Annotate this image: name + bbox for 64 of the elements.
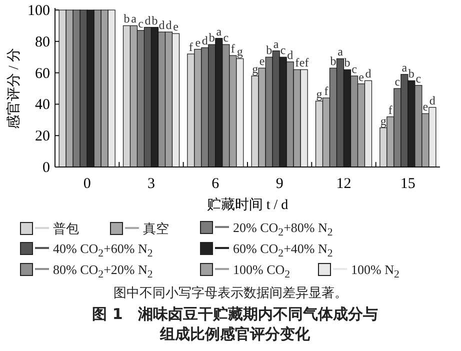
x-axis-title: 贮藏时间 t / d [206,197,288,213]
data-label: c [280,43,286,58]
data-label: g [252,62,258,76]
data-label: d [202,34,208,48]
data-label: b [152,13,158,28]
x-tick-label: 0 [83,176,91,192]
data-label: d [144,13,151,28]
text: 图中不同小写字母表示数据间差异显著。 [112,284,348,302]
data-label: b [330,54,336,68]
legend-label: 80% CO$_{2}$+20% N$_{2}$ [53,262,153,281]
data-label: f [388,102,392,117]
data-label: d [158,18,165,32]
data-label: g [316,87,322,102]
data-label: c [352,62,357,76]
data-label: d [287,48,294,62]
data-label: f [324,84,328,98]
data-label: d [166,18,172,32]
data-label: e [358,70,364,84]
data-label: f [295,56,300,70]
legend-label: 普包 [53,221,79,236]
data-label: a [273,36,280,51]
y-tick-label: 40 [35,97,50,114]
data-label: f [188,40,193,54]
data-label: e [259,54,265,68]
data-label: a [131,12,138,26]
x-tick-label: 9 [276,176,284,192]
data-label: a [216,24,222,38]
data-label: b [266,43,272,58]
legend-label: 真空 [143,221,169,236]
data-label: e [195,35,201,50]
data-label: f [230,42,235,56]
data-label: ef [299,56,309,70]
y-tick-label: 100 [28,3,50,19]
data-label: a [402,60,408,74]
data-label: a [338,44,344,59]
legend-label: 40% CO$_{2}$+60% N$_{2}$ [53,241,153,260]
data-label: e [173,20,178,34]
data-label: e [422,100,428,114]
data-label: c [223,30,229,45]
legend-label: 100% N$_{2}$ [351,262,400,281]
data-label: b [208,30,215,45]
data-label: b [408,66,414,81]
data-label: c [138,16,144,30]
y-tick-label: 80 [35,34,50,50]
data-label: b [124,12,130,26]
y-axis-title: 感官评分 / 分 [6,48,22,129]
y-tick-label: 20 [35,128,50,145]
data-label: d [365,66,372,81]
data-label: b [344,56,350,70]
x-tick-label: 12 [336,176,352,192]
legend-label: 60% CO$_{2}$+40% N$_{2}$ [233,241,333,260]
x-tick-label: 15 [400,176,416,192]
y-tick-label: 0 [42,160,50,176]
y-tick-label: 60 [35,66,50,82]
text: 图 1 湘味卤豆干贮藏期内不同气体成分与组成比例感官评分变化 [91,304,379,344]
data-label: d [429,93,436,108]
data-label: g [380,114,386,128]
data-label: g [236,44,243,59]
x-tick-label: 3 [148,176,155,192]
x-tick-label: 6 [212,176,220,192]
legend-label: 20% CO$_{2}$+80% N$_{2}$ [233,220,333,239]
data-label: c [394,74,400,88]
legend-label: 100% CO$_{2}$ [233,262,290,281]
data-label: c [416,71,422,86]
